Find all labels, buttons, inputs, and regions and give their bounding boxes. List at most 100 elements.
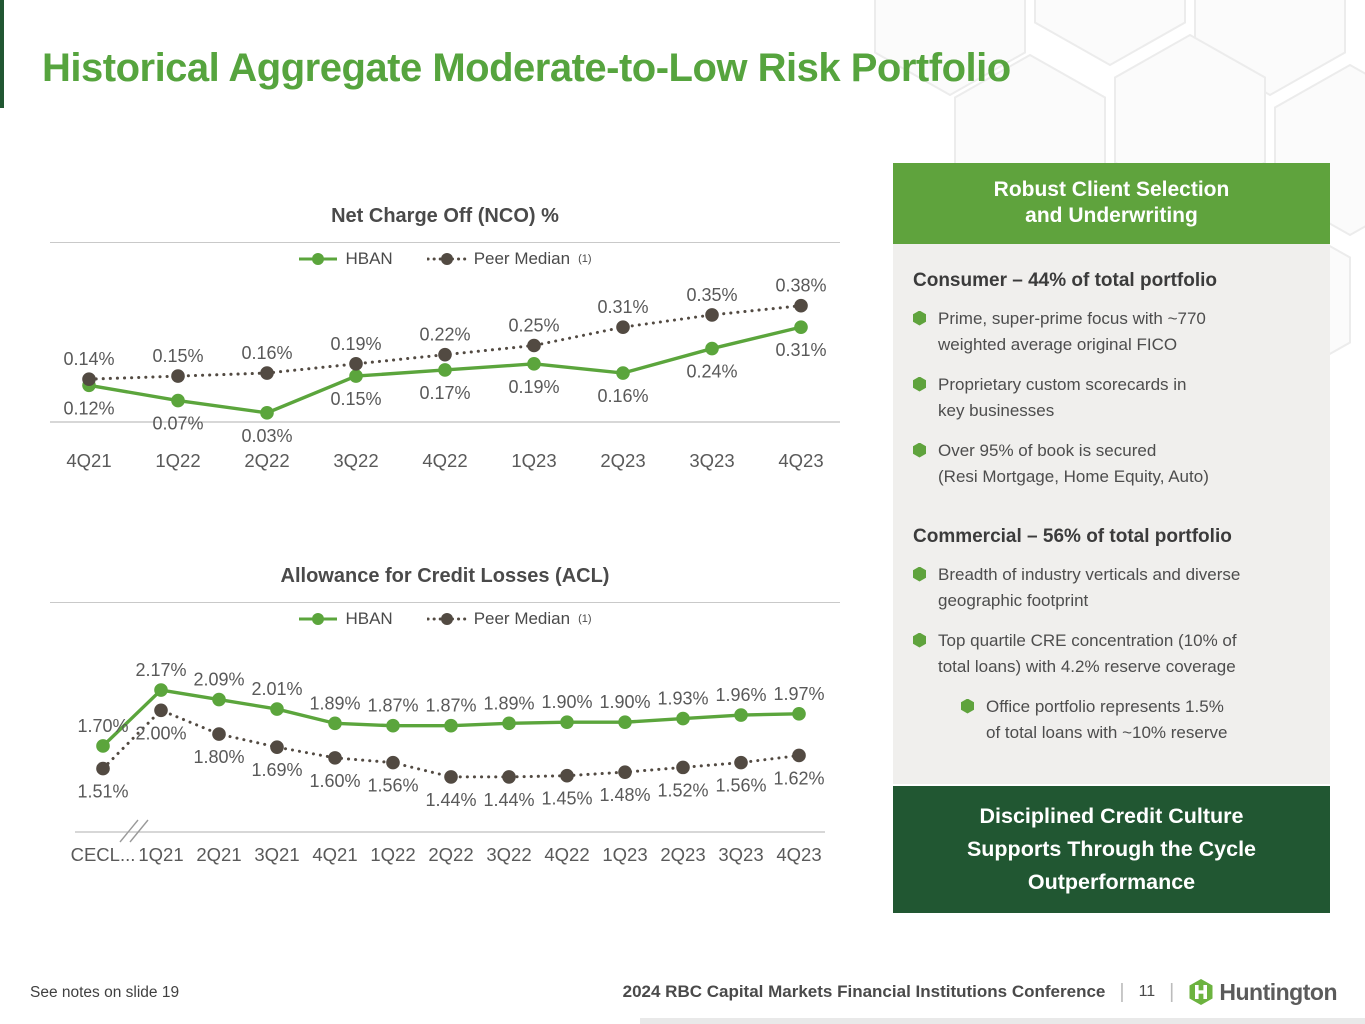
data-label: 2.01% — [251, 679, 302, 699]
huntington-logo: Huntington — [1188, 978, 1337, 1006]
page-number: 11 — [1138, 983, 1156, 1000]
peer-median-point — [438, 347, 452, 362]
hexagon-bullet-icon — [913, 566, 926, 582]
data-label: 2.17% — [135, 660, 186, 680]
data-label: 1.93% — [657, 689, 708, 709]
data-label: 1.48% — [599, 785, 650, 805]
footer-right: 2024 RBC Capital Markets Financial Insti… — [623, 978, 1337, 1006]
data-label: 1.69% — [251, 760, 302, 780]
peer-median-point — [82, 372, 96, 386]
acl-chart-title: Allowance for Credit Losses (ACL) — [50, 556, 840, 603]
x-axis-tick-label: 2Q23 — [600, 450, 645, 471]
peer-median-point — [154, 703, 168, 718]
data-label: 0.19% — [330, 334, 381, 354]
peer-median-point — [676, 760, 690, 775]
data-label: 0.24% — [686, 362, 737, 382]
x-axis-tick-label: 1Q22 — [370, 844, 415, 865]
brand-wordmark: Huntington — [1219, 978, 1337, 1005]
peer-median-point — [527, 338, 541, 353]
axis-break-mark — [119, 819, 139, 843]
sidebar-body: Consumer – 44% of total portfolio Prime, … — [893, 243, 1330, 784]
data-label: 1.87% — [367, 696, 418, 716]
bullet-text: Breadth of industry verticals and divers… — [938, 564, 1241, 610]
sidebar-section-heading: Commercial – 56% of total portfolio — [913, 525, 1232, 547]
data-label: 0.14% — [63, 349, 114, 369]
data-label: 0.16% — [597, 386, 648, 406]
sidebar-bullet-list: Breadth of industry verticals and divers… — [913, 562, 1316, 746]
legend-marker-icon — [299, 613, 338, 625]
data-label: 0.22% — [419, 325, 470, 345]
hban-point — [676, 711, 690, 726]
hban-point — [438, 363, 452, 377]
hban-point — [444, 718, 458, 733]
data-label: 1.60% — [309, 771, 360, 791]
peer-median-point — [794, 298, 808, 313]
x-axis-tick-label: 3Q21 — [254, 844, 299, 865]
hban-point — [260, 406, 274, 420]
data-label: 2.00% — [135, 723, 186, 743]
hban-point — [734, 708, 748, 722]
hexagon-bullet-icon — [961, 698, 974, 714]
hban-point — [270, 702, 284, 716]
data-label: 0.03% — [241, 426, 292, 446]
data-label: 0.17% — [419, 383, 470, 403]
bullet-text: Top quartile CRE concentration (10% of t… — [938, 630, 1237, 676]
hban-point — [792, 707, 806, 721]
footer-divider: | — [1169, 980, 1175, 1003]
legend-marker-icon — [426, 253, 467, 265]
peer-median-point — [270, 740, 284, 754]
list-item: Top quartile CRE concentration (10% of t… — [913, 628, 1316, 680]
legend-marker-icon — [426, 613, 467, 625]
hexagon-bullet-icon — [913, 442, 926, 458]
acl-chart-legend: HBAN Peer Median (1) — [50, 603, 840, 635]
legend-marker-icon — [299, 253, 338, 265]
sidebar-footer-box: Disciplined Credit Culture Supports Thro… — [893, 785, 1330, 914]
x-axis-tick-label: 3Q23 — [718, 844, 763, 865]
data-label: 1.90% — [599, 692, 650, 712]
peer-median-point — [386, 755, 400, 770]
x-axis-tick-label: 1Q22 — [155, 450, 200, 471]
peer-median-point — [96, 761, 110, 776]
peer-median-point — [328, 751, 342, 765]
peer-median-point — [560, 768, 574, 783]
hban-point — [560, 715, 574, 729]
legend-item-peer-median: Peer Median (1) — [426, 609, 592, 629]
hban-point — [328, 716, 342, 731]
data-label: 0.35% — [686, 285, 737, 305]
data-label: 1.56% — [715, 776, 766, 796]
nco-chart-title: Net Charge Off (NCO) % — [50, 196, 840, 243]
data-label: 1.44% — [483, 790, 534, 810]
data-label: 1.56% — [367, 776, 418, 796]
page-title: Historical Aggregate Moderate-to-Low Ris… — [42, 46, 1011, 90]
left-accent-bar — [0, 0, 4, 108]
data-label: 0.15% — [330, 389, 381, 409]
data-label: 1.89% — [483, 693, 534, 713]
x-axis-tick-label: 4Q22 — [422, 450, 467, 471]
list-item: Office portfolio represents 1.5% of tota… — [913, 694, 1316, 746]
legend-label: HBAN — [345, 249, 393, 268]
peer-median-point — [502, 770, 516, 784]
hexagon-bullet-icon — [913, 632, 926, 648]
hban-point — [794, 320, 808, 334]
data-label: 0.19% — [508, 377, 559, 397]
x-axis-tick-label: 1Q23 — [602, 844, 647, 865]
peer-median-point — [705, 308, 719, 322]
data-label: 1.51% — [77, 782, 128, 802]
x-axis-tick-label: 1Q23 — [511, 450, 556, 471]
x-axis-tick-label: 2Q23 — [660, 844, 705, 865]
peer-median-point — [734, 755, 748, 770]
bullet-text: Over 95% of book is secured (Resi Mortga… — [938, 440, 1209, 486]
peer-median-point — [171, 369, 185, 383]
hban-point — [527, 357, 541, 371]
x-axis-tick-label: 2Q21 — [196, 844, 241, 865]
data-label: 0.12% — [63, 398, 114, 418]
legend-label: Peer Median — [473, 249, 571, 268]
sidebar-header: Robust Client Selection and Underwriting — [893, 163, 1330, 244]
legend-label: Peer Median — [473, 609, 571, 628]
hban-point — [349, 369, 363, 383]
huntington-hexagon-icon — [1189, 979, 1213, 1005]
data-label: 1.89% — [309, 693, 360, 713]
data-label: 2.09% — [193, 670, 244, 690]
legend-item-peer-median: Peer Median (1) — [426, 249, 592, 269]
nco-chart: Net Charge Off (NCO) % HBAN Peer Median (1… — [50, 196, 840, 496]
